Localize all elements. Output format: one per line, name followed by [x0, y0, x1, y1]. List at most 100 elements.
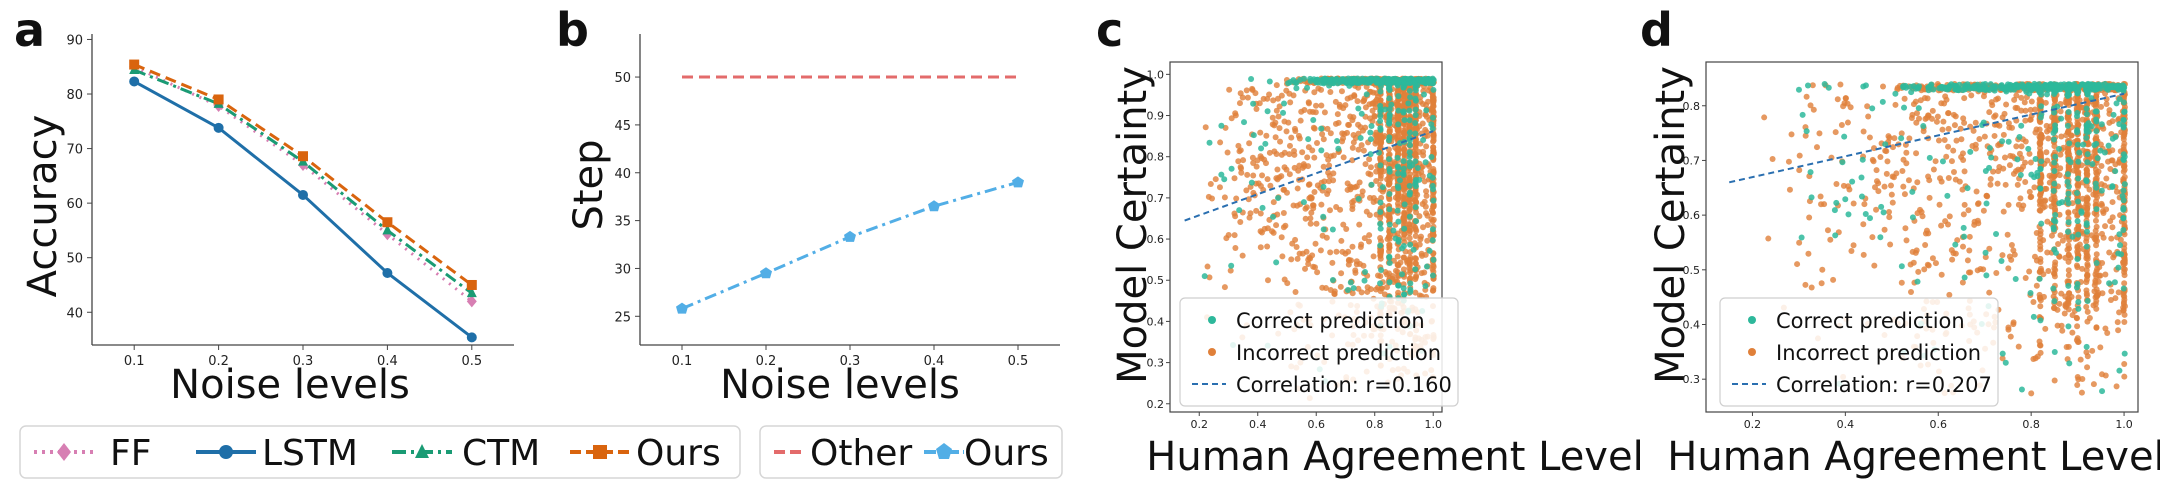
panel-c-correct-point	[1406, 149, 1413, 156]
panel-c-incorrect-point	[1323, 234, 1330, 241]
panel-d-correct-point	[2050, 187, 2057, 194]
panel-d-incorrect-point	[1960, 115, 1967, 122]
panel-d-correct-point	[2052, 249, 2059, 256]
panel-d-incorrect-point	[1884, 158, 1891, 165]
panel-d-incorrect-point	[2075, 169, 2082, 176]
panel-c-incorrect-point	[1423, 188, 1430, 195]
panel-c-incorrect-point	[1281, 149, 1288, 156]
panel-d-correct-point	[2107, 83, 2114, 90]
panel-d-correct-point	[1998, 257, 2005, 264]
panel-c-incorrect-point	[1272, 119, 1279, 126]
panel-c-correct-point	[1406, 129, 1413, 136]
panel-d-incorrect-point	[2116, 309, 2123, 316]
panel-d-correct-point	[2093, 260, 2100, 267]
panel-c-correct-point	[1400, 291, 1407, 298]
panel-d-incorrect-point	[2026, 188, 2033, 195]
panel-c-incorrect-point	[1286, 90, 1293, 97]
legend-c-correct-label: Correct prediction	[1236, 309, 1425, 333]
panel-c-incorrect-point	[1406, 196, 1413, 203]
panel-c-correct-point	[1388, 101, 1395, 108]
panel-c-incorrect-point	[1338, 270, 1345, 277]
panel-d-correct-point	[2005, 138, 2012, 145]
panel-d-incorrect-point	[1809, 82, 1816, 89]
panel-c-correct-point	[1401, 117, 1408, 124]
panel-c-incorrect-point	[1429, 218, 1436, 225]
panel-c-correct-point	[1395, 79, 1402, 86]
panel-d-incorrect-point	[1834, 96, 1841, 103]
panel-c-correct-point	[1228, 262, 1235, 269]
panel-d-incorrect-point	[2061, 310, 2068, 317]
panel-c-incorrect-point	[1309, 147, 1316, 154]
panel-c-incorrect-point	[1406, 177, 1413, 184]
panel-c-incorrect-point	[1340, 221, 1347, 228]
panel-c-incorrect-point	[1362, 124, 1369, 131]
panel-d-incorrect-point	[1827, 236, 1834, 243]
panel-d-incorrect-point	[1861, 201, 1868, 208]
panel-d-correct-point	[2025, 145, 2032, 152]
panel-d-incorrect-point	[2062, 254, 2069, 261]
panel-d-incorrect-point	[1974, 201, 1981, 208]
panel-d-correct-point	[1879, 98, 1886, 105]
panel-d-incorrect-point	[1883, 170, 1890, 177]
panel-d-incorrect-point	[2092, 236, 2099, 243]
panel-d-incorrect-point	[1914, 210, 1921, 217]
panel-letter-a: a	[14, 3, 45, 57]
panel-d-frame	[1705, 61, 2139, 413]
panel-d-correct-point	[1999, 84, 2006, 91]
panel-d-correct-point	[2018, 386, 2025, 393]
panel-c-incorrect-point	[1273, 107, 1280, 114]
panel-c-correct-point	[1386, 260, 1393, 267]
panel-c-incorrect-point	[1254, 157, 1261, 164]
panel-c-incorrect-point	[1338, 237, 1345, 244]
panel-c-incorrect-point	[1307, 220, 1314, 227]
panel-b-y-tick-label: 30	[614, 262, 631, 277]
panel-c-correct-point	[1400, 285, 1407, 292]
panel-d-correct-point	[2080, 141, 2087, 148]
panel-d-correct-point	[2083, 228, 2090, 235]
panel-c-correct-point	[1206, 139, 1213, 146]
panel-c-correct-point	[1412, 112, 1419, 119]
panel-d-incorrect-point	[1913, 150, 1920, 157]
panel-d-incorrect-point	[2083, 279, 2090, 286]
panel-c-incorrect-point	[1340, 154, 1347, 161]
panel-d-incorrect-point	[2065, 343, 2072, 350]
panel-c-incorrect-point	[1351, 92, 1358, 99]
panel-c-incorrect-point	[1269, 114, 1276, 121]
panel-c-correct-point	[1400, 108, 1407, 115]
panel-d-incorrect-point	[2015, 166, 2022, 173]
panel-d-incorrect-point	[1933, 118, 1940, 125]
panel-d-incorrect-point	[1810, 106, 1817, 113]
panel-d-correct-point	[2106, 280, 2113, 287]
panel-c-incorrect-point	[1305, 181, 1312, 188]
panel-c-correct-point	[1334, 137, 1341, 144]
panel-d-correct-point	[2120, 204, 2127, 211]
panel-d-correct-point	[2052, 125, 2059, 132]
panel-d-correct-point	[1877, 234, 1884, 241]
panel-d-correct-point	[1858, 174, 1865, 181]
panel-d-correct-point	[2065, 323, 2072, 330]
panel-c-correct-point	[1377, 225, 1384, 232]
panel-d-incorrect-point	[1950, 250, 1957, 257]
panel-d-incorrect-point	[1889, 144, 1896, 151]
panel-b-x-tick-label: 0.2	[756, 354, 777, 369]
panel-a-y-tick-label: 40	[66, 306, 83, 321]
panel-c-incorrect-point	[1310, 124, 1317, 131]
panel-c-incorrect-point	[1226, 86, 1233, 93]
panel-c-incorrect-point	[1330, 170, 1337, 177]
panel-d-incorrect-point	[2057, 151, 2064, 158]
panel-c-correct-point	[1293, 85, 1300, 92]
panel-d-incorrect-point	[2099, 260, 2106, 267]
panel-d-correct-point	[1807, 169, 1814, 176]
panel-d-incorrect-point	[2054, 306, 2061, 313]
panel-c-incorrect-point	[1286, 171, 1293, 178]
panel-d-correct-point	[1926, 154, 1933, 161]
panel-d-correct-point	[2097, 147, 2104, 154]
panel-d-correct-point	[2121, 350, 2128, 357]
panel-c-correct-point	[1386, 134, 1393, 141]
panel-c-incorrect-point	[1370, 198, 1377, 205]
panel-c-incorrect-point	[1207, 180, 1214, 187]
legend-b-frame	[759, 425, 1063, 479]
panel-d-correct-point	[1902, 82, 1909, 89]
panel-d-correct-point	[1804, 82, 1811, 89]
panel-d-correct-point	[1795, 86, 1802, 93]
